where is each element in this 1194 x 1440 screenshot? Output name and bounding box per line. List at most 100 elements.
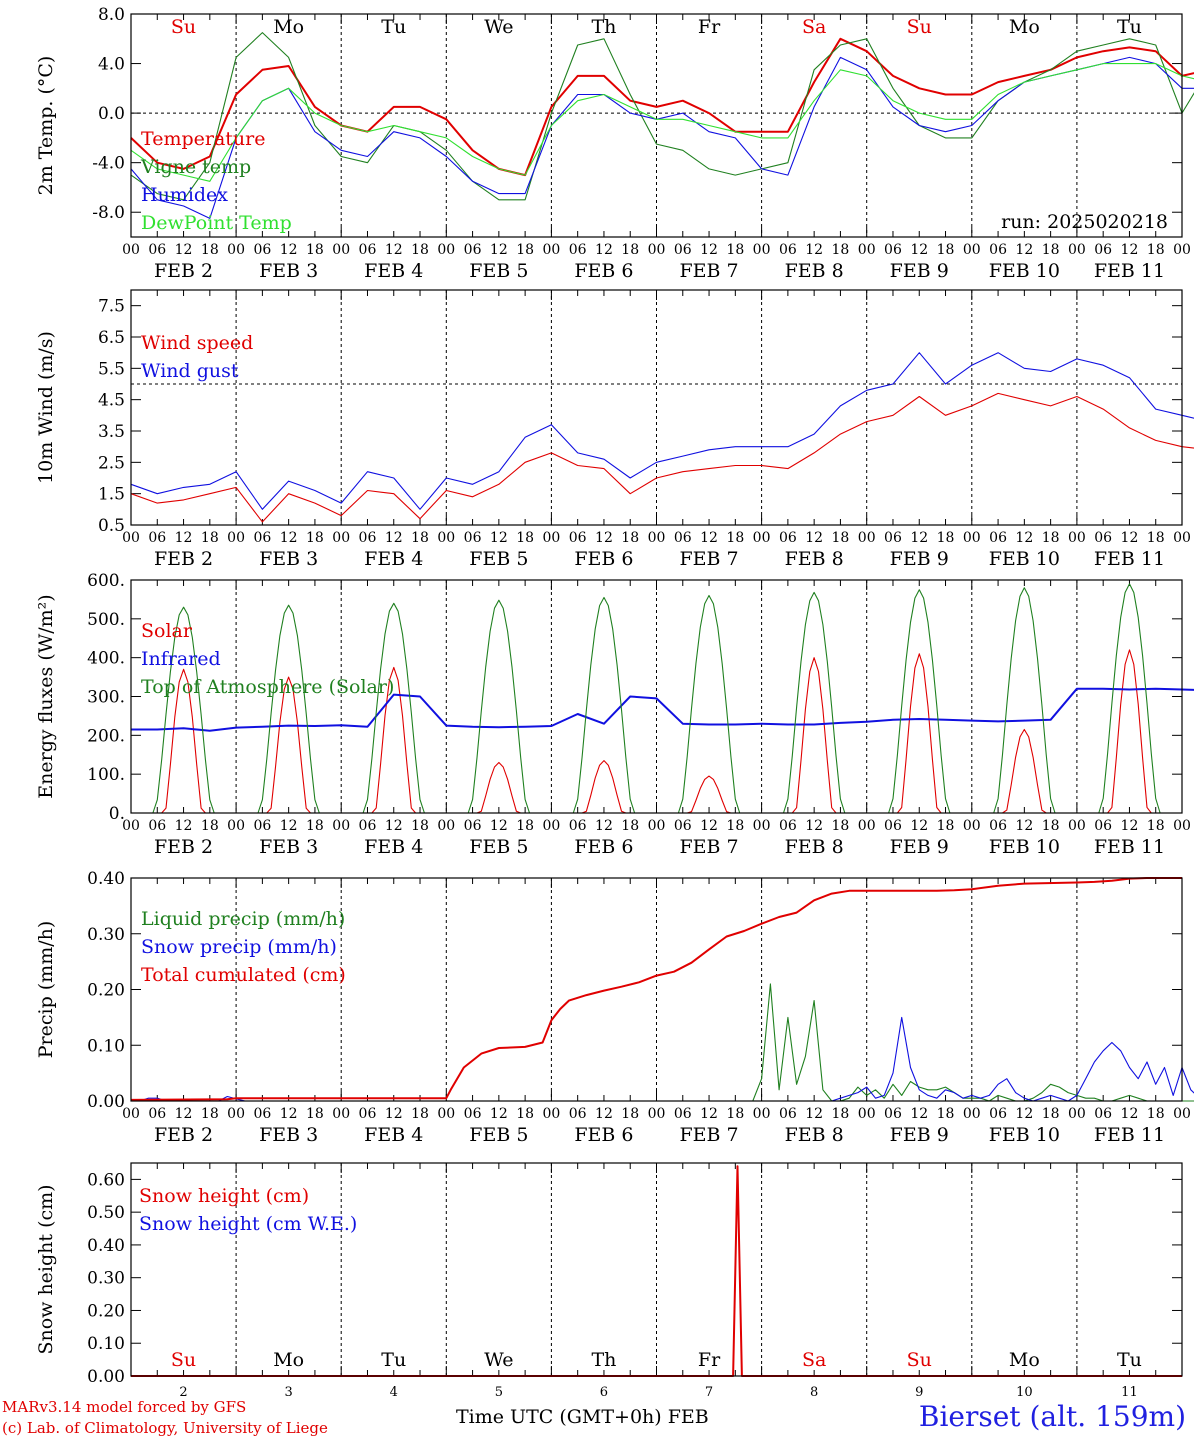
- plot-frame: [130, 289, 1183, 526]
- x-hour-label: 00: [753, 530, 771, 546]
- x-hour-label: 12: [1121, 818, 1139, 834]
- weekday-label: Fr: [698, 16, 721, 38]
- y-tick-label: 0.50: [87, 1203, 125, 1223]
- x-date-label: FEB 10: [989, 548, 1060, 570]
- x-hour-label: 06: [464, 530, 482, 546]
- y-axis-label: Precip (mm/h): [35, 921, 57, 1059]
- x-date-label: FEB 9: [890, 1124, 949, 1146]
- x-hour-label: 06: [148, 1106, 166, 1122]
- x-hour-label: 06: [253, 818, 271, 834]
- x-date-label: FEB 5: [469, 260, 528, 282]
- y-tick-label: 0.5: [98, 516, 125, 536]
- x-date-label: FEB 4: [364, 548, 423, 570]
- x-hour-label: 06: [1094, 1106, 1112, 1122]
- x-hour-label: 18: [832, 1106, 850, 1122]
- x-hour-label: 12: [595, 1106, 613, 1122]
- x-hour-label: 06: [148, 818, 166, 834]
- legend-entry: Wind gust: [141, 360, 239, 382]
- x-hour-label: 00: [648, 530, 666, 546]
- x-date-label: FEB 3: [259, 548, 318, 570]
- y-tick-label: 0.0: [98, 104, 125, 124]
- x-date-label: FEB 8: [785, 548, 844, 570]
- x-hour-label: 12: [385, 530, 403, 546]
- x-date-label: FEB 10: [989, 1124, 1060, 1146]
- x-hour-label: 00: [1173, 530, 1191, 546]
- weekday-label-bottom: Su: [907, 1349, 932, 1371]
- legend-entry: Solar: [141, 620, 193, 642]
- x-hour-label: 18: [516, 530, 534, 546]
- weekday-label-bottom: Tu: [381, 1349, 406, 1371]
- x-date-label: FEB 5: [469, 836, 528, 858]
- x-hour-label: 06: [779, 242, 797, 258]
- weekday-label-bottom: Tu: [1117, 1349, 1142, 1371]
- x-hour-label: 12: [1015, 818, 1033, 834]
- x-hour-label: 12: [175, 530, 193, 546]
- x-date-label: FEB 4: [364, 1124, 423, 1146]
- x-hour-label: 18: [937, 242, 955, 258]
- x-hour-label: 00: [227, 530, 245, 546]
- x-hour-label: 18: [306, 242, 324, 258]
- y-tick-label: 300.: [87, 688, 125, 708]
- x-hour-label: 06: [989, 818, 1007, 834]
- x-hour-label: 12: [595, 242, 613, 258]
- x-day-number: 2: [179, 1385, 187, 1400]
- x-hour-label: 00: [227, 242, 245, 258]
- x-hour-label: 12: [490, 818, 508, 834]
- x-hour-label: 18: [306, 1106, 324, 1122]
- x-hour-label: 06: [359, 242, 377, 258]
- y-tick-label: 100.: [87, 765, 125, 785]
- x-date-label: FEB 8: [785, 836, 844, 858]
- x-date-label: FEB 2: [154, 260, 213, 282]
- x-date-label: FEB 2: [154, 548, 213, 570]
- x-date-label: FEB 9: [890, 548, 949, 570]
- x-hour-label: 12: [910, 1106, 928, 1122]
- x-date-label: FEB 8: [785, 1124, 844, 1146]
- x-hour-label: 06: [884, 818, 902, 834]
- x-hour-label: 00: [122, 1106, 140, 1122]
- x-hour-label: 06: [779, 530, 797, 546]
- x-hour-label: 12: [595, 818, 613, 834]
- station-label: Bierset (alt. 159m): [918, 1400, 1186, 1433]
- x-hour-label: 00: [332, 1106, 350, 1122]
- plot-frame: [130, 877, 1183, 1102]
- legend-entry: Total cumulated (cm): [141, 964, 346, 986]
- x-hour-label: 18: [411, 818, 429, 834]
- x-date-label: FEB 2: [154, 1124, 213, 1146]
- x-hour-label: 06: [253, 242, 271, 258]
- y-axis-label: 10m Wind (m/s): [35, 331, 57, 484]
- x-hour-label: 18: [306, 818, 324, 834]
- x-hour-label: 06: [989, 242, 1007, 258]
- x-hour-label: 00: [542, 1106, 560, 1122]
- x-hour-label: 18: [1147, 242, 1165, 258]
- x-hour-label: 00: [437, 242, 455, 258]
- x-hour-label: 00: [753, 242, 771, 258]
- x-date-label: FEB 9: [890, 260, 949, 282]
- y-axis-label: Energy fluxes (W/m²): [35, 594, 57, 798]
- x-hour-label: 12: [175, 242, 193, 258]
- y-tick-label: 200.: [87, 726, 125, 746]
- y-tick-label: 4.5: [98, 391, 125, 411]
- legend-entry: Liquid precip (mm/h): [141, 908, 345, 930]
- x-hour-label: 18: [621, 1106, 639, 1122]
- panel-energy: 600. 500. 400. 300. 200. 100. 0. Energy fluxes …: [35, 571, 1194, 858]
- weekday-label-bottom: Sa: [802, 1349, 826, 1371]
- x-day-number: 3: [285, 1385, 293, 1400]
- x-date-label: FEB 7: [679, 260, 738, 282]
- plot-frame: [130, 579, 1183, 814]
- weekday-label-bottom: Fr: [698, 1349, 721, 1371]
- x-day-number: 7: [705, 1385, 713, 1400]
- x-hour-label: 00: [648, 242, 666, 258]
- y-axis-label: Snow height (cm): [35, 1184, 57, 1354]
- x-hour-label: 18: [411, 530, 429, 546]
- x-day-number: 5: [495, 1385, 503, 1400]
- y-tick-label: 1.5: [98, 485, 125, 505]
- y-tick-label: -8.0: [92, 203, 125, 223]
- legend-entry: Infrared: [141, 648, 221, 670]
- x-hour-label: 18: [516, 242, 534, 258]
- y-tick-label: 7.5: [98, 297, 125, 317]
- weekday-label-bottom: Mo: [273, 1349, 304, 1371]
- x-day-number: 11: [1121, 1385, 1138, 1400]
- x-hour-label: 18: [726, 242, 744, 258]
- x-hour-label: 18: [832, 530, 850, 546]
